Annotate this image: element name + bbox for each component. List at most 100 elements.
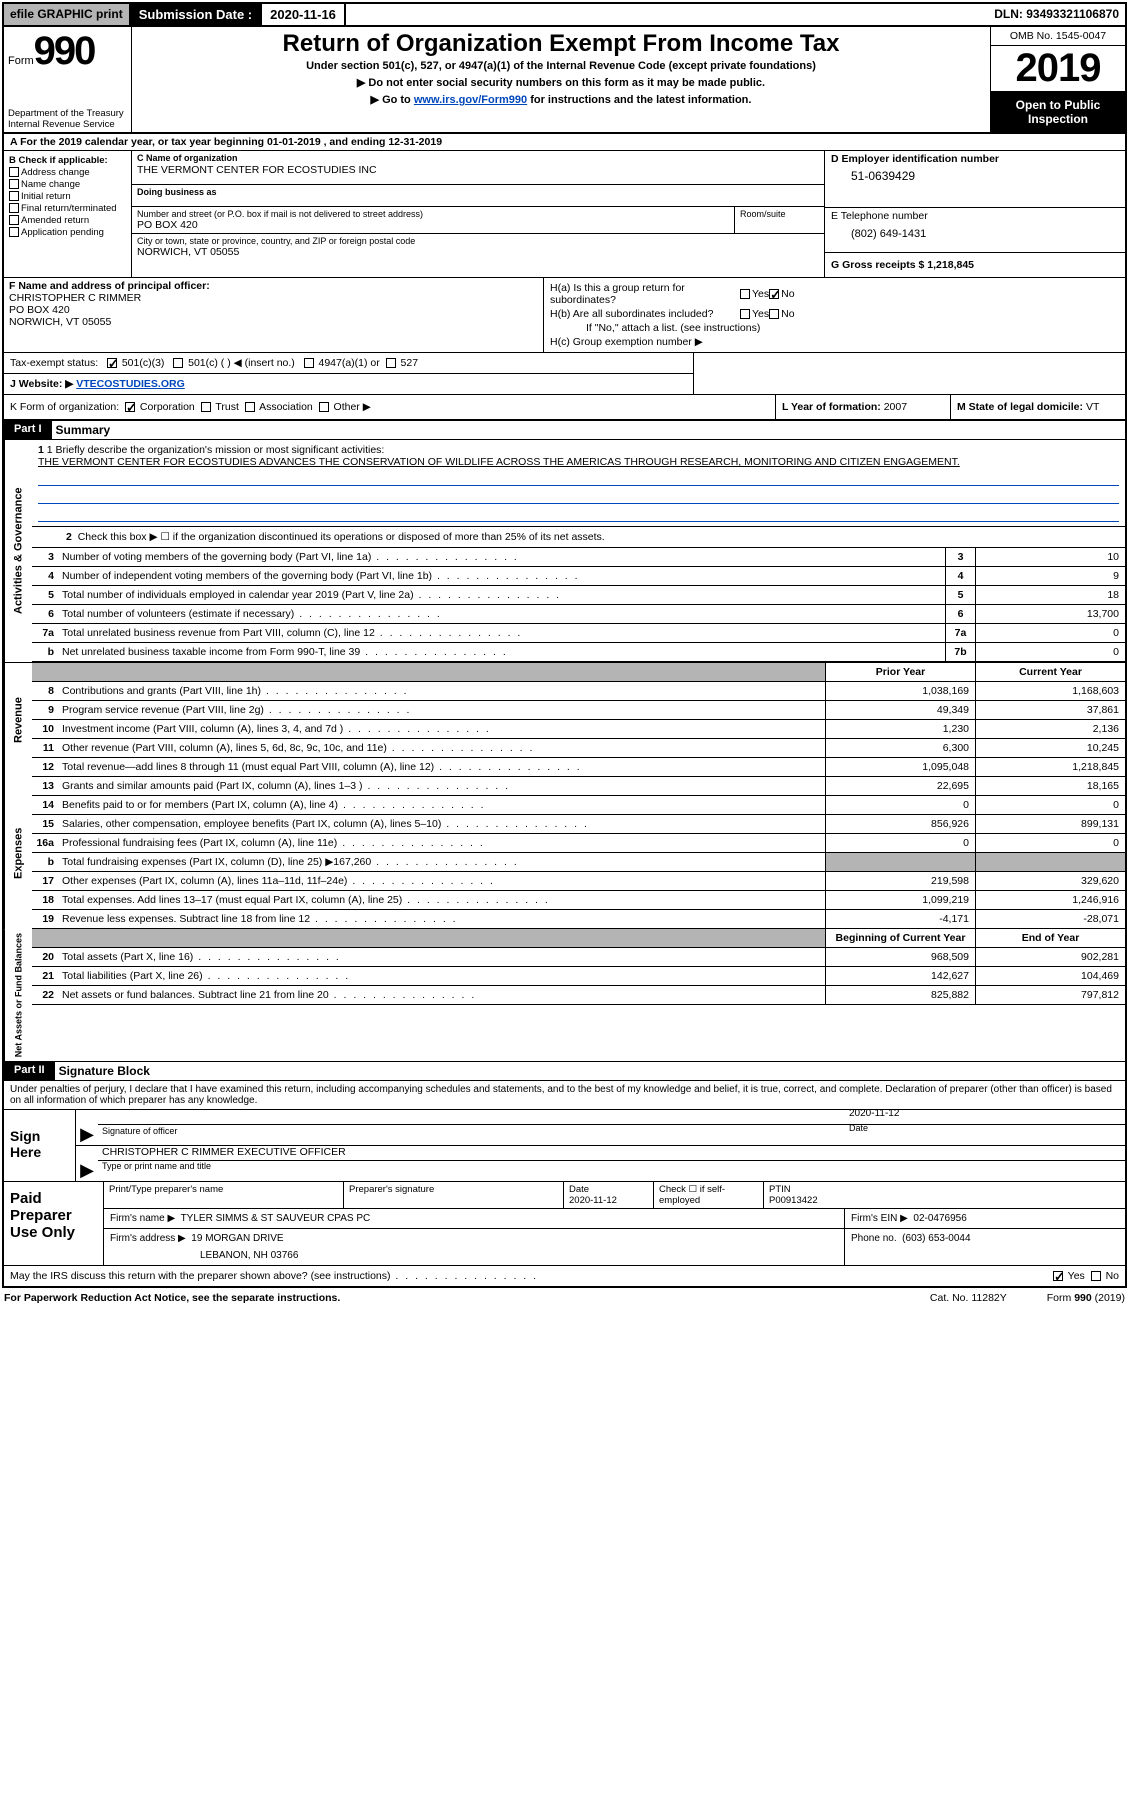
sign-here-label: Sign Here: [4, 1110, 76, 1181]
na-content: Beginning of Current Year End of Year 20…: [32, 929, 1125, 1061]
line-5: 5 Total number of individuals employed i…: [32, 586, 1125, 605]
paid-preparer-block: Paid Preparer Use Only Print/Type prepar…: [4, 1181, 1125, 1265]
paperwork-notice: For Paperwork Reduction Act Notice, see …: [4, 1292, 890, 1304]
irs-link[interactable]: www.irs.gov/Form990: [414, 94, 527, 106]
discuss-text: May the IRS discuss this return with the…: [10, 1270, 1053, 1282]
header-center: Return of Organization Exempt From Incom…: [132, 27, 990, 132]
header-left: Form990 Department of the Treasury Inter…: [4, 27, 132, 132]
officer-name: CHRISTOPHER C RIMMER: [9, 292, 538, 304]
dba-block: Doing business as: [132, 185, 824, 207]
h-a-label: H(a) Is this a group return for subordin…: [550, 282, 740, 306]
chk-corp[interactable]: Corporation: [125, 401, 195, 413]
efile-text: efile GRAPHIC: [10, 7, 93, 21]
h-a-yes[interactable]: Yes: [740, 288, 769, 300]
website-link[interactable]: VTECOSTUDIES.ORG: [76, 378, 185, 390]
gross-receipts: G Gross receipts $ 1,218,845: [825, 253, 1125, 277]
header: Form990 Department of the Treasury Inter…: [4, 27, 1125, 134]
discuss-yes[interactable]: Yes: [1053, 1270, 1085, 1282]
city-block: City or town, state or province, country…: [132, 234, 824, 260]
exp-content: 13 Grants and similar amounts paid (Part…: [32, 777, 1125, 929]
col-c: C Name of organization THE VERMONT CENTE…: [132, 151, 825, 277]
self-employed-cell[interactable]: Check ☐ if self-employed: [654, 1182, 764, 1208]
subtitle-3: ▶ Go to www.irs.gov/Form990 for instruct…: [140, 93, 982, 106]
omb-number: OMB No. 1545-0047: [991, 27, 1125, 46]
h-right-extend: [694, 353, 1125, 394]
l-label: L Year of formation:: [782, 401, 881, 413]
chk-amended[interactable]: Amended return: [9, 215, 126, 226]
na-header: Beginning of Current Year End of Year: [32, 929, 1125, 948]
line-16a: 16a Professional fundraising fees (Part …: [32, 834, 1125, 853]
line-12: 12 Total revenue—add lines 8 through 11 …: [32, 758, 1125, 777]
street-block: Number and street (or P.O. box if mail i…: [132, 207, 734, 233]
line-b: b Total fundraising expenses (Part IX, c…: [32, 853, 1125, 872]
mission-text: THE VERMONT CENTER FOR ECOSTUDIES ADVANC…: [38, 456, 1119, 468]
chk-assoc[interactable]: Association: [245, 401, 313, 413]
gross-text: G Gross receipts $ 1,218,845: [831, 259, 974, 271]
chk-501c[interactable]: 501(c) ( ) ◀ (insert no.): [173, 357, 295, 369]
sign-here-block: Sign Here ▶ Signature of officer 2020-11…: [4, 1110, 1125, 1181]
line-21: 21 Total liabilities (Part X, line 26) 1…: [32, 967, 1125, 986]
tax-year: 2019: [991, 46, 1125, 92]
officer-signature-field[interactable]: Signature of officer: [98, 1124, 845, 1145]
h-b-label: H(b) Are all subordinates included?: [550, 308, 740, 320]
part-2-title: Signature Block: [55, 1062, 154, 1080]
cat-no: Cat. No. 11282Y: [890, 1292, 1047, 1304]
prep-sig-cell[interactable]: Preparer's signature: [344, 1182, 564, 1208]
officer-name-title: CHRISTOPHER C RIMMER EXECUTIVE OFFICER: [102, 1146, 1121, 1158]
chk-address[interactable]: Address change: [9, 167, 126, 178]
h-b-yes[interactable]: Yes: [740, 308, 769, 320]
discuss-no[interactable]: No: [1091, 1270, 1119, 1282]
prep-row-2: Firm's name ▶ TYLER SIMMS & ST SAUVEUR C…: [104, 1209, 1125, 1229]
arrow-icon: ▶: [76, 1160, 98, 1181]
line-18: 18 Total expenses. Add lines 13–17 (must…: [32, 891, 1125, 910]
l-val: 2007: [884, 401, 907, 413]
chk-initial[interactable]: Initial return: [9, 191, 126, 202]
hdr-spacer: [32, 663, 825, 681]
line-8: 8 Contributions and grants (Part VIII, l…: [32, 682, 1125, 701]
revenue-section: Revenue Prior Year Current Year 8 Contri…: [4, 662, 1125, 777]
col-right: D Employer identification number 51-0639…: [825, 151, 1125, 277]
h-c-row: H(c) Group exemption number ▶: [550, 336, 1119, 348]
suite-block: Room/suite: [734, 207, 824, 233]
col-b-checkboxes: B Check if applicable: Address change Na…: [4, 151, 132, 277]
line-14: 14 Benefits paid to or for members (Part…: [32, 796, 1125, 815]
sig-row-1: ▶ Signature of officer 2020-11-12 Date: [76, 1110, 1125, 1146]
submission-date-label: Submission Date :: [131, 4, 262, 25]
department: Department of the Treasury Internal Reve…: [8, 108, 127, 130]
dba-label: Doing business as: [137, 187, 819, 197]
tab-expenses: Expenses: [4, 777, 32, 929]
chk-trust[interactable]: Trust: [201, 401, 239, 413]
chk-name[interactable]: Name change: [9, 179, 126, 190]
line-20: 20 Total assets (Part X, line 16) 968,50…: [32, 948, 1125, 967]
ag-content: 1 1 Briefly describe the organization's …: [32, 440, 1125, 662]
dba: [137, 197, 819, 204]
row-i-j-h: Tax-exempt status: 501(c)(3) 501(c) ( ) …: [4, 353, 1125, 395]
part-2-badge: Part II: [4, 1062, 55, 1080]
chk-other[interactable]: Other ▶: [319, 401, 371, 413]
print-link[interactable]: print: [96, 7, 123, 21]
prep-date-cell: Date 2020-11-12: [564, 1182, 654, 1208]
firm-ein: 02-0476956: [913, 1213, 966, 1224]
h-a-no[interactable]: No: [769, 288, 794, 300]
line-4: 4 Number of independent voting members o…: [32, 567, 1125, 586]
firm-name-cell: Firm's name ▶ TYLER SIMMS & ST SAUVEUR C…: [104, 1209, 845, 1228]
k-label: K Form of organization:: [10, 401, 119, 413]
chk-pending[interactable]: Application pending: [9, 227, 126, 238]
part-2-header: Part II Signature Block: [4, 1062, 1125, 1081]
line-9: 9 Program service revenue (Part VIII, li…: [32, 701, 1125, 720]
chk-501c3[interactable]: 501(c)(3): [107, 357, 165, 369]
h-b-no[interactable]: No: [769, 308, 794, 320]
chk-4947[interactable]: 4947(a)(1) or: [304, 357, 380, 369]
tab-activities: Activities & Governance: [4, 440, 32, 662]
firm-phone-cell: Phone no. (603) 653-0044: [845, 1229, 1125, 1265]
firm-addr-cell: Firm's address ▶ 19 MORGAN DRIVE LEBANON…: [104, 1229, 845, 1265]
declaration: Under penalties of perjury, I declare th…: [4, 1081, 1125, 1110]
org-name: THE VERMONT CENTER FOR ECOSTUDIES INC: [137, 163, 819, 182]
chk-final[interactable]: Final return/terminated: [9, 203, 126, 214]
chk-527[interactable]: 527: [386, 357, 418, 369]
q1: 1 1 Briefly describe the organization's …: [38, 444, 1119, 456]
phone-label: E Telephone number: [831, 210, 1119, 222]
sig-row-2: ▶ CHRISTOPHER C RIMMER EXECUTIVE OFFICER…: [76, 1146, 1125, 1181]
principal-officer: F Name and address of principal officer:…: [4, 278, 544, 352]
open-inspection: Open to Public Inspection: [991, 92, 1125, 132]
